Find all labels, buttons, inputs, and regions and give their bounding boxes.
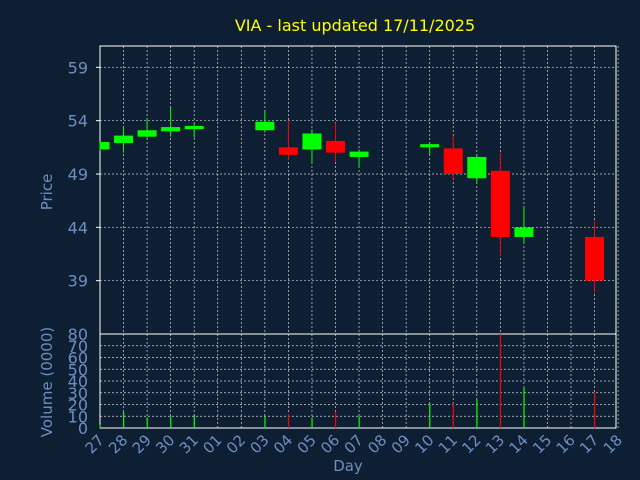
volume-bar	[99, 424, 101, 428]
price-tick-label: 44	[68, 218, 88, 237]
candle-body-up	[114, 135, 134, 144]
candle-body-down	[443, 148, 463, 174]
volume-tick-label: 0	[78, 419, 88, 438]
candle-body-up	[100, 142, 110, 150]
candle-body-down	[585, 236, 605, 281]
volume-bar	[146, 417, 148, 428]
candle-body-up	[514, 227, 534, 237]
price-panel: 39 44 49 54 59	[68, 45, 619, 335]
candle-body-up	[302, 133, 322, 150]
candle-body-up	[184, 126, 204, 130]
volume-tick-label: 50	[68, 360, 88, 379]
candle-body-up	[420, 144, 440, 148]
volume-bar	[429, 403, 431, 428]
candle-body-down	[490, 170, 510, 237]
candle-body-up	[161, 127, 181, 132]
price-axis-label: Price	[38, 174, 56, 211]
price-tick-label: 54	[68, 112, 88, 131]
volume-bar	[311, 417, 313, 428]
volume-tick-label: 80	[68, 325, 88, 344]
volume-tick-label: 60	[68, 349, 88, 368]
volume-tick-label: 30	[68, 384, 88, 403]
volume-tick-label: 10	[68, 407, 88, 426]
volume-bar	[499, 334, 502, 428]
volume-bar	[264, 416, 266, 428]
volume-tick-label: 20	[68, 396, 88, 415]
chart-title: VIA - last updated 17/11/2025	[235, 16, 475, 35]
price-tick-label: 59	[68, 58, 88, 77]
candle-body-up	[255, 121, 275, 131]
x-axis-label: Day	[333, 457, 363, 475]
volume-tick-label: 40	[68, 372, 88, 391]
price-tick-label: 49	[68, 165, 88, 184]
volume-bar	[287, 413, 290, 428]
volume-bar	[335, 411, 337, 428]
volume-bar	[358, 416, 360, 428]
volume-bar	[170, 416, 172, 428]
candle-body-up	[467, 156, 487, 179]
volume-bar	[193, 415, 195, 428]
candle-body-up	[137, 130, 157, 137]
candle-body-down	[278, 147, 298, 155]
price-tick-label: 39	[68, 272, 88, 291]
candle-body-up	[349, 151, 369, 157]
volume-bar	[123, 411, 125, 428]
volume-bar	[452, 403, 454, 428]
volume-bar	[594, 392, 596, 428]
volume-axis-label: Volume (0000)	[38, 327, 56, 437]
volume-bar	[523, 388, 525, 428]
volume-bar	[476, 399, 478, 428]
candle-body-down	[326, 140, 345, 153]
volume-tick-label: 70	[68, 337, 88, 356]
